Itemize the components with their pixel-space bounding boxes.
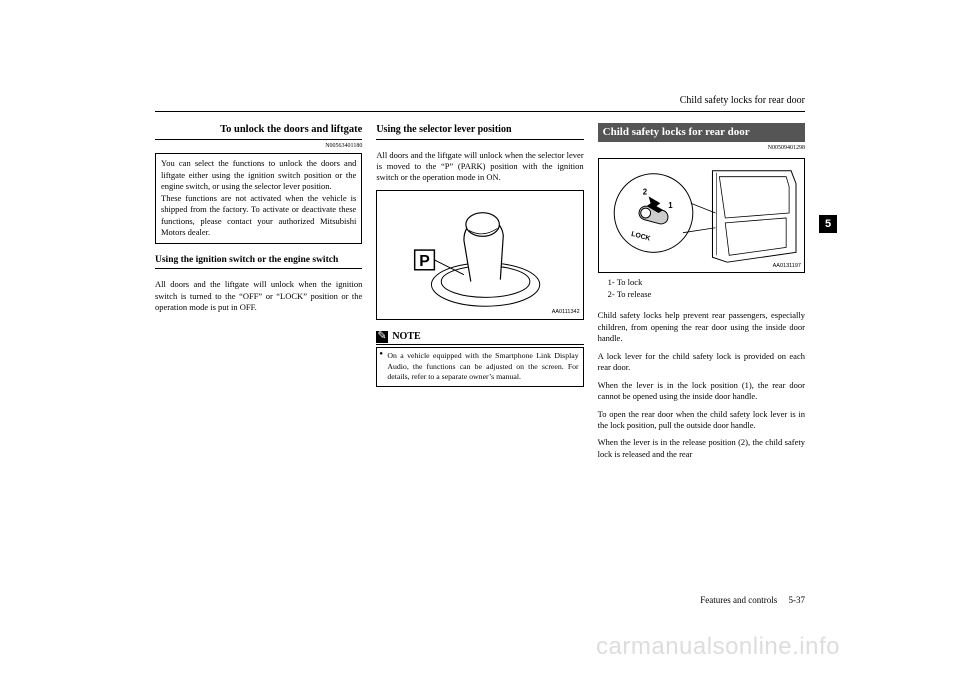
col3-p1: Child safety locks help prevent rear pas… — [598, 310, 805, 344]
col3-p3: When the lever is in the lock position (… — [598, 380, 805, 403]
note-box: On a vehicle equipped with the Smartphon… — [376, 347, 583, 387]
col1-heading: To unlock the doors and liftgate — [155, 123, 362, 140]
legend-item-1: 1- To lock — [598, 277, 805, 288]
manual-page: Child safety locks for rear door 5 To un… — [155, 95, 805, 605]
col2-heading: Using the selector lever position — [376, 123, 583, 140]
door-lock-figure: 2 1 LOCK AA0131197 — [598, 158, 805, 273]
col3-p5: When the lever is in the release positio… — [598, 437, 805, 460]
legend-item-2: 2- To release — [598, 289, 805, 300]
watermark: carmanualsonline.info — [596, 633, 840, 661]
col3-p2: A lock lever for the child safety lock i… — [598, 351, 805, 374]
footer-section: Features and controls — [700, 595, 777, 605]
col2-paragraph: All doors and the liftgate will unlock w… — [376, 150, 583, 184]
lock-num-2: 2 — [642, 188, 647, 197]
column-3: Child safety locks for rear door N005094… — [598, 123, 805, 466]
col3-fig-code: AA0131197 — [773, 263, 801, 270]
col1-subheading: Using the ignition switch or the engine … — [155, 254, 362, 270]
col3-dark-heading: Child safety locks for rear door — [598, 123, 805, 142]
column-2: Using the selector lever position All do… — [376, 123, 583, 466]
col2-fig-code: AA0111342 — [552, 309, 580, 316]
content-columns: To unlock the doors and liftgate N005634… — [155, 123, 805, 466]
col1-paragraph: All doors and the liftgate will unlock w… — [155, 279, 362, 313]
col1-info-box: You can select the functions to unlock t… — [155, 153, 362, 243]
chapter-tab: 5 — [819, 215, 837, 233]
column-1: To unlock the doors and liftgate N005634… — [155, 123, 362, 466]
gear-p-label: P — [420, 253, 431, 270]
door-lock-svg: 2 1 LOCK — [599, 159, 804, 272]
col3-p4: To open the rear door when the child saf… — [598, 409, 805, 432]
gear-lever-svg: P — [377, 191, 582, 319]
note-header: NOTE — [376, 330, 583, 346]
lock-num-1: 1 — [668, 201, 673, 210]
note-icon — [376, 331, 388, 343]
page-header-title: Child safety locks for rear door — [680, 95, 805, 106]
gear-lever-figure: P AA0111342 — [376, 190, 583, 320]
header-rule — [155, 111, 805, 112]
col3-docid: N00509401298 — [598, 144, 805, 152]
page-footer: Features and controls 5-37 — [700, 595, 805, 605]
footer-page: 5-37 — [789, 595, 806, 605]
note-label: NOTE — [392, 330, 420, 344]
col1-docid: N00563401180 — [155, 142, 362, 150]
